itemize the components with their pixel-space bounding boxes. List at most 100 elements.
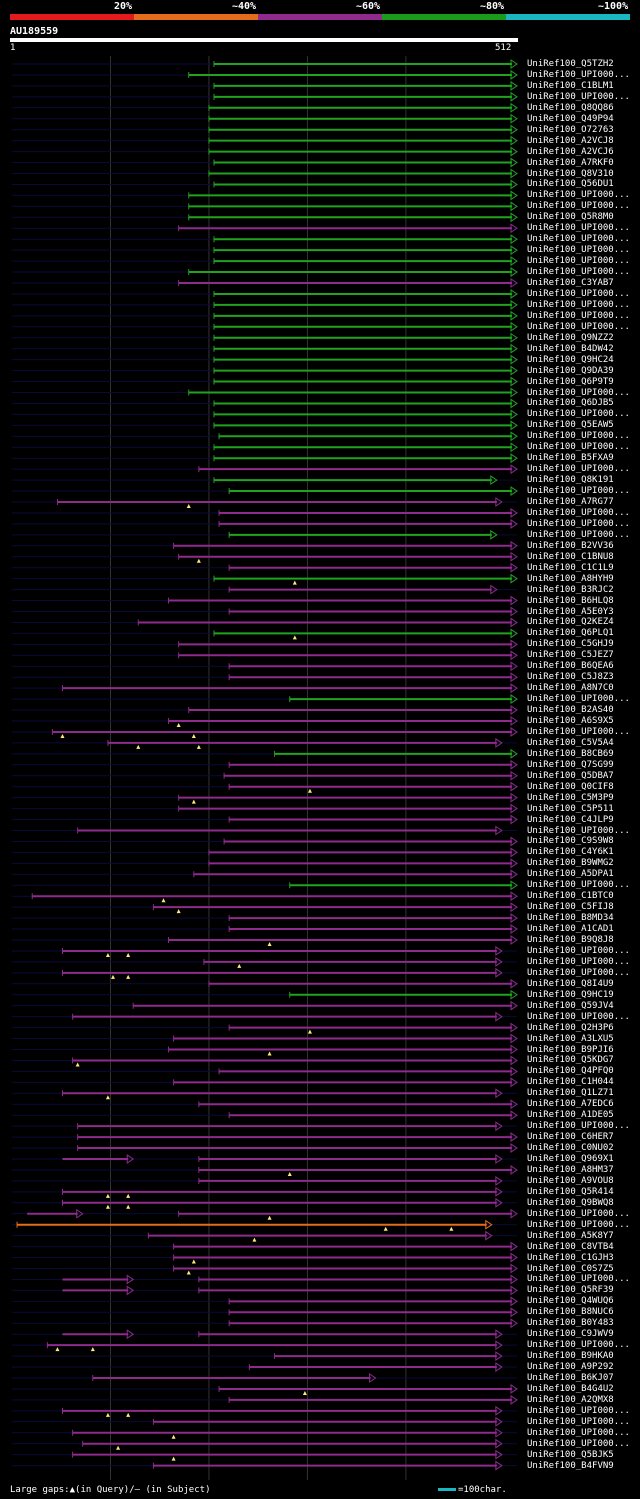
hit-label-link[interactable]: UniRef100_Q6DJB5 xyxy=(527,398,614,409)
hit-label-link[interactable]: UniRef100_Q5BJK5 xyxy=(527,1449,614,1460)
hit-label-link[interactable]: UniRef100_UPI000... xyxy=(527,967,630,978)
hit-label-link[interactable]: UniRef100_C5V5A4 xyxy=(527,737,614,748)
hit-label-link[interactable]: UniRef100_UPI000... xyxy=(527,310,630,321)
hit-label-link[interactable]: UniRef100_A2QMX8 xyxy=(527,1394,614,1405)
hit-label-link[interactable]: UniRef100_B8NUC6 xyxy=(527,1307,614,1318)
hit-label-link[interactable]: UniRef100_UPI000... xyxy=(527,223,630,234)
hit-label-link[interactable]: UniRef100_UPI000... xyxy=(527,1438,630,1449)
hit-label-link[interactable]: UniRef100_Q56DU1 xyxy=(527,179,614,190)
hit-label-link[interactable]: UniRef100_B9WMG2 xyxy=(527,858,614,869)
hit-label-link[interactable]: UniRef100_A7RKF0 xyxy=(527,157,614,168)
hit-label-link[interactable]: UniRef100_A5K8Y7 xyxy=(527,1230,614,1241)
hit-label-link[interactable]: UniRef100_Q1LZ71 xyxy=(527,1088,614,1099)
hit-label-link[interactable]: UniRef100_C5FIJ8 xyxy=(527,902,614,913)
hit-label-link[interactable]: UniRef100_C5P511 xyxy=(527,803,614,814)
hit-label-link[interactable]: UniRef100_UPI000... xyxy=(527,245,630,256)
hit-label-link[interactable]: UniRef100_C9JWV9 xyxy=(527,1329,614,1340)
hit-label-link[interactable]: UniRef100_Q6P9T9 xyxy=(527,376,614,387)
hit-label-link[interactable]: UniRef100_A9P292 xyxy=(527,1362,614,1373)
hit-label-link[interactable]: UniRef100_Q6PLQ1 xyxy=(527,628,614,639)
hit-label-link[interactable]: UniRef100_A7RG77 xyxy=(527,497,614,507)
hit-label-link[interactable]: UniRef100_UPI000... xyxy=(527,267,630,278)
hit-label-link[interactable]: UniRef100_C5M3P9 xyxy=(527,792,614,803)
hit-label-link[interactable]: UniRef100_C4JLP9 xyxy=(527,814,614,825)
hit-label-link[interactable]: UniRef100_B4FVN9 xyxy=(527,1460,614,1471)
hit-label-link[interactable]: UniRef100_Q9HC19 xyxy=(527,989,614,1000)
hit-label-link[interactable]: UniRef100_UPI000... xyxy=(527,201,630,212)
hit-label-link[interactable]: UniRef100_Q0CIF8 xyxy=(527,781,614,792)
hit-label-link[interactable]: UniRef100_UPI000... xyxy=(527,234,630,245)
hit-label-link[interactable]: UniRef100_A3LXU5 xyxy=(527,1033,614,1044)
hit-label-link[interactable]: UniRef100_Q9BWQ8 xyxy=(527,1197,614,1208)
hit-label-link[interactable]: UniRef100_UPI000... xyxy=(527,726,630,737)
hit-label-link[interactable]: UniRef100_C3YAB7 xyxy=(527,278,614,288)
hit-label-link[interactable]: UniRef100_C1GJH3 xyxy=(527,1252,614,1263)
hit-label-link[interactable]: UniRef100_C1BNU8 xyxy=(527,551,614,562)
hit-label-link[interactable]: UniRef100_UPI000... xyxy=(527,288,630,299)
hit-label-link[interactable]: UniRef100_A5E0Y3 xyxy=(527,606,614,617)
hit-label-link[interactable]: UniRef100_UPI000... xyxy=(527,464,630,475)
hit-label-link[interactable]: UniRef100_A1DE05 xyxy=(527,1110,614,1121)
hit-label-link[interactable]: UniRef100_UPI000... xyxy=(527,507,630,518)
hit-label-link[interactable]: UniRef100_B9HKA0 xyxy=(527,1351,614,1362)
hit-label-link[interactable]: UniRef100_Q49P94 xyxy=(527,113,614,124)
hit-label-link[interactable]: UniRef100_UPI000... xyxy=(527,945,630,956)
hit-label-link[interactable]: UniRef100_C6HER7 xyxy=(527,1132,614,1143)
hit-label-link[interactable]: UniRef100_UPI000... xyxy=(527,1340,630,1351)
hit-label-link[interactable]: UniRef100_UPI000... xyxy=(527,409,630,420)
hit-label-link[interactable]: UniRef100_Q5DBA7 xyxy=(527,770,614,781)
hit-label-link[interactable]: UniRef100_B2VV36 xyxy=(527,540,614,551)
hit-label-link[interactable]: UniRef100_A2VCJ6 xyxy=(527,146,614,157)
hit-label-link[interactable]: UniRef100_B6KJ07 xyxy=(527,1373,614,1383)
hit-label-link[interactable]: UniRef100_B6HLQ8 xyxy=(527,595,614,606)
hit-label-link[interactable]: UniRef100_C1C1L9 xyxy=(527,562,614,573)
hit-label-link[interactable]: UniRef100_Q5R414 xyxy=(527,1186,614,1197)
hit-label-link[interactable]: UniRef100_C9S9W8 xyxy=(527,836,614,847)
hit-label-link[interactable]: UniRef100_B3RJC2 xyxy=(527,584,614,595)
hit-label-link[interactable]: UniRef100_Q2KEZ4 xyxy=(527,617,614,628)
hit-label-link[interactable]: UniRef100_UPI000... xyxy=(527,956,630,967)
hit-label-link[interactable]: UniRef100_UPI000... xyxy=(527,387,630,398)
hit-label-link[interactable]: UniRef100_UPI000... xyxy=(527,431,630,442)
hit-label-link[interactable]: UniRef100_UPI000... xyxy=(527,1219,630,1230)
hit-label-link[interactable]: UniRef100_C4Y6K1 xyxy=(527,847,614,858)
hit-label-link[interactable]: UniRef100_UPI000... xyxy=(527,1416,630,1427)
hit-label-link[interactable]: UniRef100_UPI000... xyxy=(527,256,630,267)
hit-label-link[interactable]: UniRef100_B8CB69 xyxy=(527,748,614,759)
hit-label-link[interactable]: UniRef100_C0S7Z5 xyxy=(527,1263,614,1274)
hit-label-link[interactable]: UniRef100_C0NU02 xyxy=(527,1143,614,1154)
hit-label-link[interactable]: UniRef100_Q7SG99 xyxy=(527,759,614,770)
hit-label-link[interactable]: UniRef100_UPI000... xyxy=(527,1208,630,1219)
hit-label-link[interactable]: UniRef100_UPI000... xyxy=(527,190,630,201)
hit-label-link[interactable]: UniRef100_A7EDC6 xyxy=(527,1099,614,1110)
hit-label-link[interactable]: UniRef100_UPI000... xyxy=(527,299,630,310)
hit-label-link[interactable]: UniRef100_Q9NZZ2 xyxy=(527,332,614,343)
hit-label-link[interactable]: UniRef100_A6S9X5 xyxy=(527,716,614,726)
hit-label-link[interactable]: UniRef100_Q8QQ86 xyxy=(527,102,614,113)
hit-label-link[interactable]: UniRef100_UPI000... xyxy=(527,486,630,497)
hit-label-link[interactable]: UniRef100_B9Q8J8 xyxy=(527,935,614,945)
hit-label-link[interactable]: UniRef100_A8N7C0 xyxy=(527,683,614,694)
hit-label-link[interactable]: UniRef100_C8VTB4 xyxy=(527,1241,614,1252)
hit-label-link[interactable]: UniRef100_B9PJI6 xyxy=(527,1044,614,1055)
hit-label-link[interactable]: UniRef100_A2VCJ8 xyxy=(527,135,614,146)
hit-label-link[interactable]: UniRef100_C1BTC0 xyxy=(527,891,614,902)
hit-label-link[interactable]: UniRef100_A5DPA1 xyxy=(527,869,614,880)
hit-label-link[interactable]: UniRef100_UPI000... xyxy=(527,1121,630,1132)
hit-label-link[interactable]: UniRef100_B6QEA6 xyxy=(527,661,614,672)
hit-label-link[interactable]: UniRef100_C1H044 xyxy=(527,1077,614,1088)
hit-label-link[interactable]: UniRef100_Q59JV4 xyxy=(527,1000,614,1011)
hit-label-link[interactable]: UniRef100_Q8K191 xyxy=(527,475,614,486)
hit-label-link[interactable]: UniRef100_UPI000... xyxy=(527,518,630,529)
hit-label-link[interactable]: UniRef100_UPI000... xyxy=(527,694,630,705)
hit-label-link[interactable]: UniRef100_C1BLM1 xyxy=(527,80,614,91)
hit-label-link[interactable]: UniRef100_C5J8Z3 xyxy=(527,672,614,683)
hit-label-link[interactable]: UniRef100_UPI000... xyxy=(527,1011,630,1022)
hit-label-link[interactable]: UniRef100_UPI000... xyxy=(527,1427,630,1438)
hit-label-link[interactable]: UniRef100_B8MD34 xyxy=(527,913,614,924)
hit-label-link[interactable]: UniRef100_C5GHJ9 xyxy=(527,639,614,650)
hit-label-link[interactable]: UniRef100_UPI000... xyxy=(527,880,630,891)
hit-label-link[interactable]: UniRef100_Q4PFQ0 xyxy=(527,1066,614,1077)
hit-label-link[interactable]: UniRef100_UPI000... xyxy=(527,529,630,540)
hit-label-link[interactable]: UniRef100_B5FXA9 xyxy=(527,453,614,464)
